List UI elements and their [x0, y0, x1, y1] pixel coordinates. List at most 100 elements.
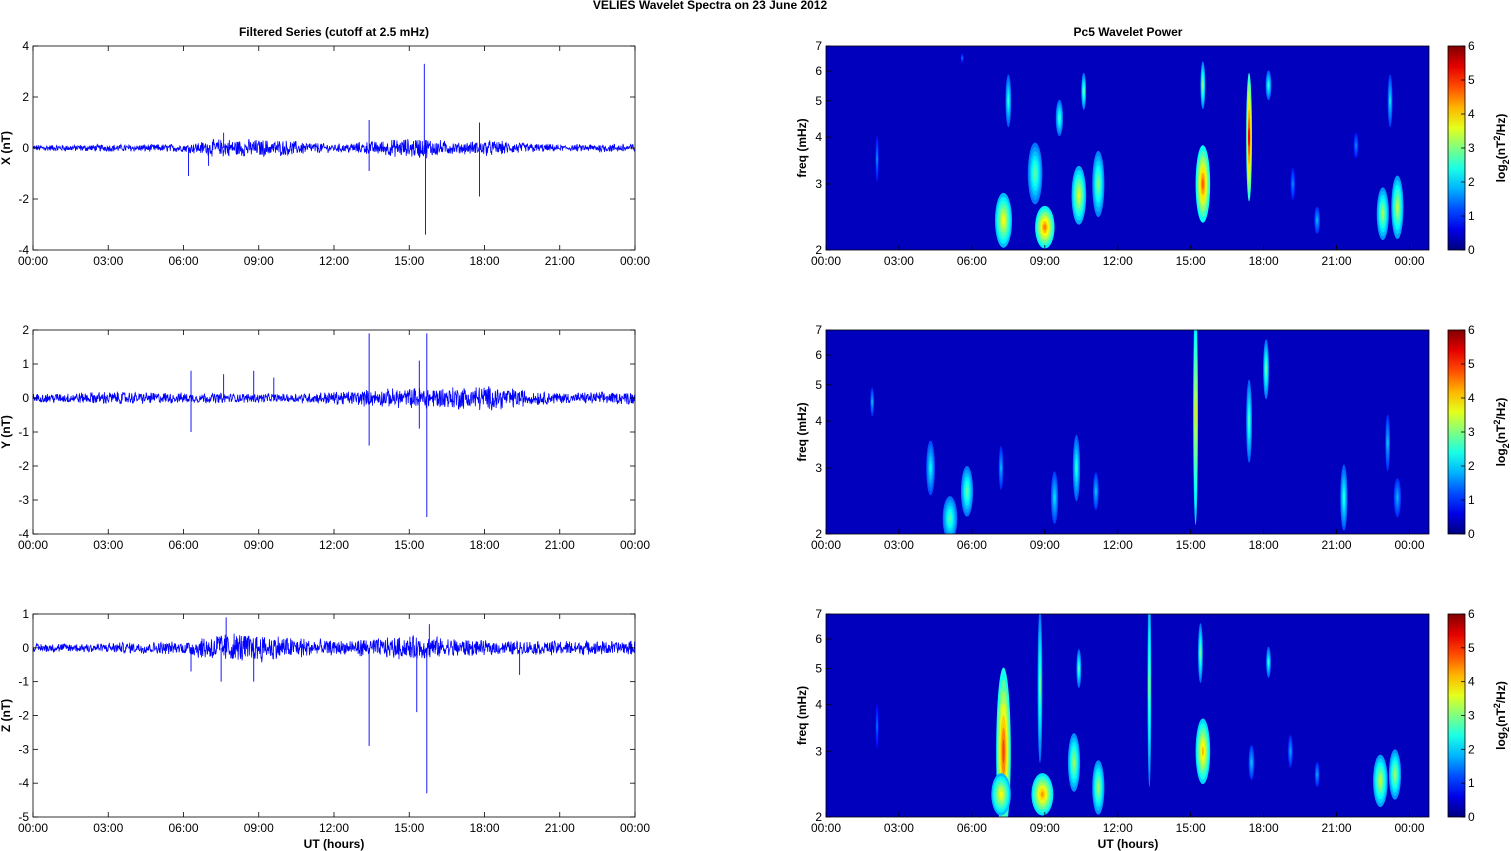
x-tick-label: 06:00	[168, 538, 198, 552]
y-tick-label: 4	[22, 39, 29, 53]
y-tick-label: -2	[18, 192, 29, 206]
power-blob	[1387, 74, 1393, 128]
colorbar-tick-label: 0	[1468, 527, 1475, 541]
power-blob	[994, 192, 1013, 248]
power-blob	[1373, 754, 1388, 807]
power-blob	[1005, 74, 1012, 128]
x-tick-label: 00:00	[18, 821, 48, 835]
y-tick-label: -4	[18, 527, 29, 541]
power-blob	[1076, 648, 1082, 689]
y-tick-label: -3	[18, 493, 29, 507]
x-tick-label: 15:00	[1176, 254, 1206, 268]
power-blob	[1248, 745, 1255, 780]
power-blob	[1035, 205, 1055, 249]
power-blob	[1081, 72, 1087, 110]
colorbar-tick-label: 0	[1468, 243, 1475, 257]
y-axis-label: freq (mHz)	[795, 402, 809, 461]
blob-level	[876, 155, 879, 163]
x-tick-label: 09:00	[1030, 538, 1060, 552]
blob-level	[1342, 492, 1345, 503]
blob-level	[1396, 494, 1399, 501]
blob-level	[1267, 659, 1270, 665]
power-blob	[998, 446, 1004, 490]
power-blob	[1376, 187, 1389, 240]
blob-level	[1248, 415, 1251, 428]
colorbar-label: log2(nT2/Hz)	[1492, 398, 1511, 467]
x-tick-label: 06:00	[957, 254, 987, 268]
x-tick-label: 00:00	[811, 538, 841, 552]
blob-level	[1000, 464, 1003, 472]
colorbar-tick-label: 1	[1468, 493, 1475, 507]
x-tick-label: 03:00	[884, 538, 914, 552]
colorbar-tick-label: 6	[1468, 39, 1475, 53]
x-tick-label: 12:00	[319, 254, 349, 268]
blob-level	[1058, 115, 1061, 121]
y-tick-label: 2	[815, 243, 822, 257]
blob-level	[1040, 791, 1044, 798]
colorbar-tick-label: 6	[1468, 323, 1475, 337]
x-tick-label: 15:00	[1176, 821, 1206, 835]
power-blob	[1092, 472, 1099, 511]
blob-level	[1248, 127, 1251, 147]
colorbar-tick-label: 2	[1468, 742, 1475, 756]
y-tick-label: -1	[18, 675, 29, 689]
power-blob	[1198, 623, 1203, 683]
y-tick-label: -4	[18, 776, 29, 790]
power-blob	[960, 466, 974, 517]
power-blob	[1195, 718, 1211, 785]
x-tick-label: 18:00	[469, 254, 499, 268]
blob-level	[948, 515, 952, 522]
colorbar-tick-label: 5	[1468, 73, 1475, 87]
right-column-title: Pc5 Wavelet Power	[1074, 25, 1183, 39]
power-blob	[960, 53, 964, 64]
blob-level	[1007, 97, 1010, 105]
axes-frame	[825, 329, 1430, 535]
x-tick-label: 21:00	[1322, 254, 1352, 268]
x-tick-label: 00:00	[620, 254, 650, 268]
power-blob	[1147, 614, 1152, 788]
y-tick-label: 4	[815, 130, 822, 144]
blob-level	[1194, 397, 1197, 430]
power-blob	[991, 773, 1011, 816]
blob-level	[1094, 488, 1097, 494]
y-tick-label: 6	[815, 348, 822, 362]
colorbar-tick-label: 3	[1468, 141, 1475, 155]
y-tick-label: -3	[18, 742, 29, 756]
y-tick-label: 5	[815, 378, 822, 392]
blob-level	[1073, 758, 1076, 767]
power-blob	[875, 135, 879, 183]
y-tick-label: 2	[815, 810, 822, 824]
y-tick-label: 1	[22, 607, 29, 621]
y-axis-label: freq (mHz)	[795, 686, 809, 745]
x-tick-label: 03:00	[884, 821, 914, 835]
y-tick-label: 0	[22, 641, 29, 655]
x-tick-label: 09:00	[1030, 254, 1060, 268]
y-tick-label: 4	[815, 414, 822, 428]
x-tick-label: 00:00	[1394, 538, 1424, 552]
y-tick-label: 3	[815, 177, 822, 191]
power-blob	[875, 703, 879, 750]
colorbar-tick-label: 4	[1468, 391, 1475, 405]
wavelet-panel-2: 2 3 4 5 6 7 00:00 03:00 06:00 09:00 12:00 15:00 18:0…	[795, 323, 1511, 552]
x-tick-label: 18:00	[1249, 254, 1279, 268]
x-tick-label: 00:00	[1394, 254, 1424, 268]
blob-level	[1201, 81, 1204, 89]
x-tick-label: 06:00	[957, 538, 987, 552]
heatmap	[826, 614, 1429, 817]
blob-level	[1075, 463, 1078, 473]
colorbar: 0 1 2 3 4 5 6 log2(nT2/Hz)	[1447, 607, 1511, 824]
x-tick-label: 09:00	[244, 538, 274, 552]
y-axis-label: Y (nT)	[0, 415, 13, 449]
x-tick-label: 03:00	[884, 254, 914, 268]
blob-level	[1077, 191, 1080, 200]
colorbar-tick-label: 5	[1468, 357, 1475, 371]
power-blob	[1092, 150, 1105, 217]
x-tick-label: 00:00	[620, 538, 650, 552]
timeseries-panel-2: -4 -3 -2 -1 0 1 2 00:00 03:00 06:00 09:00 12:00 15:0…	[0, 323, 650, 552]
plot-area	[33, 46, 635, 250]
x-tick-label: 18:00	[469, 821, 499, 835]
y-tick-label: 6	[815, 64, 822, 78]
blob-level	[1381, 209, 1384, 218]
power-blob	[1031, 773, 1054, 816]
y-tick-label: 5	[815, 662, 822, 676]
